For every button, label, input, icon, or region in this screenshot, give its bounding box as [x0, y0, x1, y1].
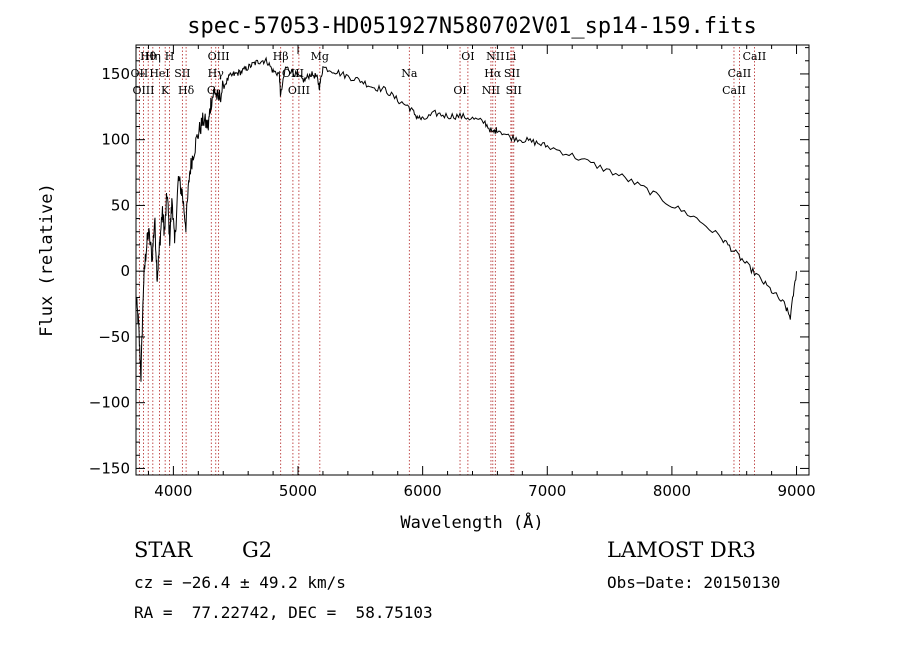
y-axis-label: Flux (relative): [37, 183, 57, 337]
marker-labels: Hθ OII OIII Hη HeI K H SII Hδ OIII Hγ G Hβ OIII OIII Mg…: [131, 50, 767, 97]
y-tick-label: −150: [89, 459, 130, 477]
x-tick-label: 4000: [154, 482, 192, 500]
line-label: CaII: [743, 50, 767, 63]
line-label: SII: [174, 67, 190, 80]
y-tick-label: 50: [111, 196, 130, 214]
line-label: HeI: [149, 67, 169, 80]
line-label: Na: [401, 67, 418, 80]
line-label: Hδ: [178, 84, 195, 97]
line-label: CaII: [728, 67, 752, 80]
line-label: G: [207, 84, 216, 97]
line-label: OI: [461, 50, 474, 63]
line-label: H: [165, 50, 175, 63]
line-label: OII: [131, 67, 149, 80]
object-subclass: G2: [242, 538, 273, 562]
survey-name: LAMOST DR3: [607, 538, 756, 562]
flux-series-line: [135, 56, 797, 382]
x-tick-label: 9000: [777, 482, 815, 500]
chart-title: spec-57053-HD051927N580702V01_sp14-159.f…: [187, 14, 757, 39]
y-tick-label: 150: [101, 65, 130, 83]
spectral-line-markers: [138, 47, 755, 475]
redshift-velocity: cz = −26.4 ± 49.2 km/s: [134, 573, 346, 592]
line-label: SII: [504, 67, 520, 80]
line-label: Hθ: [140, 50, 157, 63]
y-tick-label: 100: [101, 131, 130, 149]
line-label: Hγ: [208, 67, 225, 80]
x-tick-label: 5000: [279, 482, 317, 500]
line-label: NII: [486, 50, 504, 63]
line-label: NII: [482, 84, 500, 97]
observation-date: Obs−Date: 20150130: [607, 573, 781, 592]
line-label: K: [161, 84, 170, 97]
line-label: OIII: [282, 67, 304, 80]
line-label: OI: [453, 84, 466, 97]
x-tick-label: 7000: [528, 482, 566, 500]
y-tick-label: −50: [98, 328, 130, 346]
axis-ticks: 4000 5000 6000 7000 8000 9000 −150 −100 −50 0 50 10…: [89, 45, 816, 500]
y-tick-label: −100: [89, 394, 130, 412]
x-tick-label: 8000: [653, 482, 691, 500]
sky-coordinates: RA = 77.22742, DEC = 58.75103: [134, 603, 433, 622]
y-tick-label: 0: [120, 262, 130, 280]
line-label: Mg: [311, 50, 329, 63]
line-label: OIII: [208, 50, 230, 63]
line-label: Hη: [145, 50, 161, 63]
object-class: STAR: [134, 538, 193, 562]
line-label: OIII: [288, 84, 310, 97]
line-label: Hα: [484, 67, 502, 80]
x-tick-label: 6000: [404, 482, 442, 500]
x-axis-label: Wavelength (Å): [400, 511, 543, 533]
line-label: SII: [506, 84, 522, 97]
series-layer: [135, 56, 797, 382]
line-label: Hβ: [273, 50, 289, 63]
plot-frame: [135, 44, 810, 476]
line-label: OIII: [132, 84, 154, 97]
line-label: CaII: [722, 84, 746, 97]
line-label: Li: [505, 50, 516, 63]
